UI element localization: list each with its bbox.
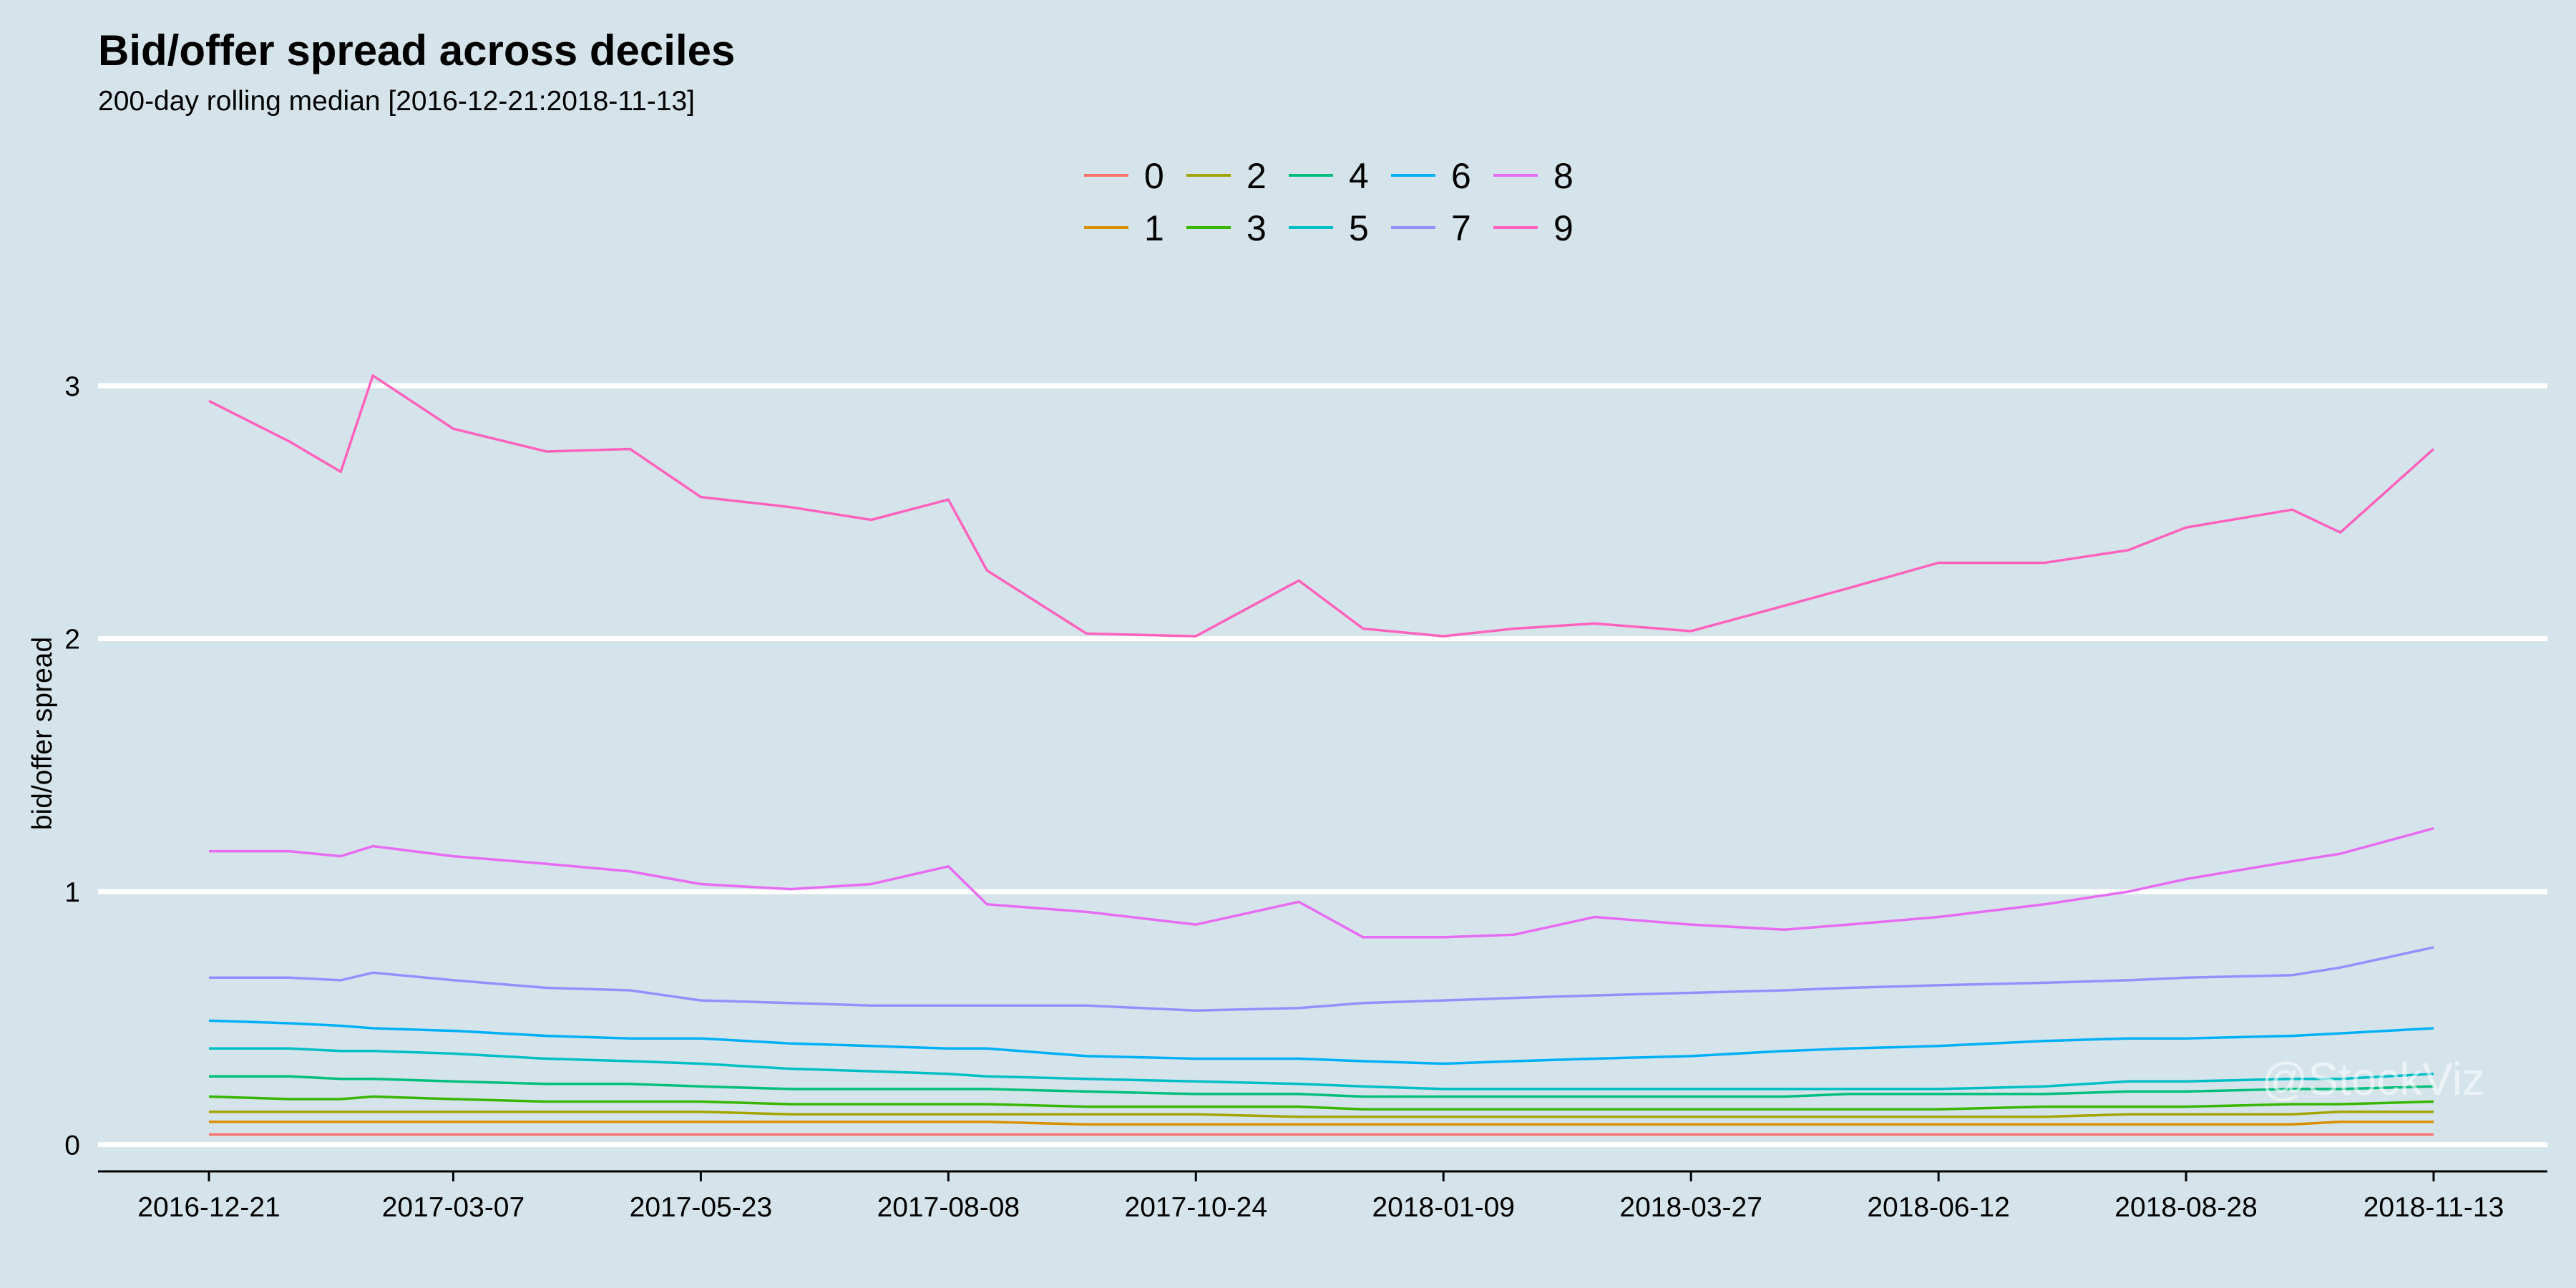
legend-label-6: 6 <box>1451 156 1471 196</box>
y-axis: 0 1 2 3 <box>64 371 80 1161</box>
series-line-2 <box>209 1110 2434 1118</box>
legend-label-8: 8 <box>1553 156 1574 196</box>
series-line-7 <box>209 946 2434 1013</box>
y-axis-label: bid/offer spread <box>27 637 58 830</box>
y-tick-label-0: 0 <box>64 1131 80 1161</box>
x-tick-label-2018-01-09: 2018-01-09 <box>1372 1192 1515 1223</box>
x-tick-label-2017-03-07: 2017-03-07 <box>382 1192 525 1223</box>
legend-item-4: 4 <box>1289 156 1369 196</box>
legend-item-7: 7 <box>1391 208 1471 248</box>
series-line-5 <box>209 1047 2434 1091</box>
series-line-6 <box>208 1019 2434 1065</box>
x-axis: 2016-12-21 2017-03-07 2017-05-23 2017-08-08… <box>98 1170 2547 1223</box>
legend-item-5: 5 <box>1289 208 1369 248</box>
chart-title: Bid/offer spread across deciles <box>98 26 736 74</box>
x-tick-label-2016-12-21: 2016-12-21 <box>137 1192 280 1223</box>
legend-label-5: 5 <box>1349 208 1369 248</box>
y-tick-label-3: 3 <box>64 371 80 402</box>
legend-item-8: 8 <box>1493 156 1574 196</box>
watermark: @StockViz <box>2261 1053 2485 1105</box>
y-tick-label-1: 1 <box>64 877 80 908</box>
x-tick-label-2017-10-24: 2017-10-24 <box>1125 1192 1268 1223</box>
series-line-3 <box>208 1095 2434 1111</box>
gridlines <box>98 383 2547 1148</box>
y-tick-label-2: 2 <box>64 625 80 655</box>
x-tick-label-2018-08-28: 2018-08-28 <box>2114 1192 2258 1223</box>
x-tick-label-2018-06-12: 2018-06-12 <box>1867 1192 2010 1223</box>
series-line-4 <box>209 1075 2434 1098</box>
series-line-8 <box>209 827 2434 939</box>
legend-item-2: 2 <box>1186 156 1267 196</box>
legend-label-7: 7 <box>1451 208 1471 248</box>
legend-item-6: 6 <box>1391 156 1471 196</box>
legend-item-0: 0 <box>1084 156 1164 196</box>
x-tick-label-2018-03-27: 2018-03-27 <box>1619 1192 1762 1223</box>
legend-label-0: 0 <box>1144 156 1164 196</box>
legend-label-2: 2 <box>1246 156 1267 196</box>
x-tick-label-2018-11-13: 2018-11-13 <box>2363 1192 2504 1223</box>
chart-subtitle: 200-day rolling median [2016-12-21:2018-… <box>98 86 696 117</box>
x-tick-label-2017-08-08: 2017-08-08 <box>877 1192 1020 1223</box>
legend-label-9: 9 <box>1553 208 1574 248</box>
legend-label-1: 1 <box>1144 208 1164 248</box>
series-line-9 <box>208 374 2435 638</box>
legend-label-4: 4 <box>1349 156 1369 196</box>
series-lines <box>208 374 2435 1136</box>
legend: 0 1 2 3 4 5 6 7 8 9 <box>1084 156 1574 248</box>
legend-item-3: 3 <box>1186 208 1267 248</box>
legend-label-3: 3 <box>1246 208 1267 248</box>
legend-item-1: 1 <box>1084 208 1164 248</box>
series-line-1 <box>209 1121 2434 1126</box>
x-tick-label-2017-05-23: 2017-05-23 <box>630 1192 773 1223</box>
legend-item-9: 9 <box>1493 208 1574 248</box>
